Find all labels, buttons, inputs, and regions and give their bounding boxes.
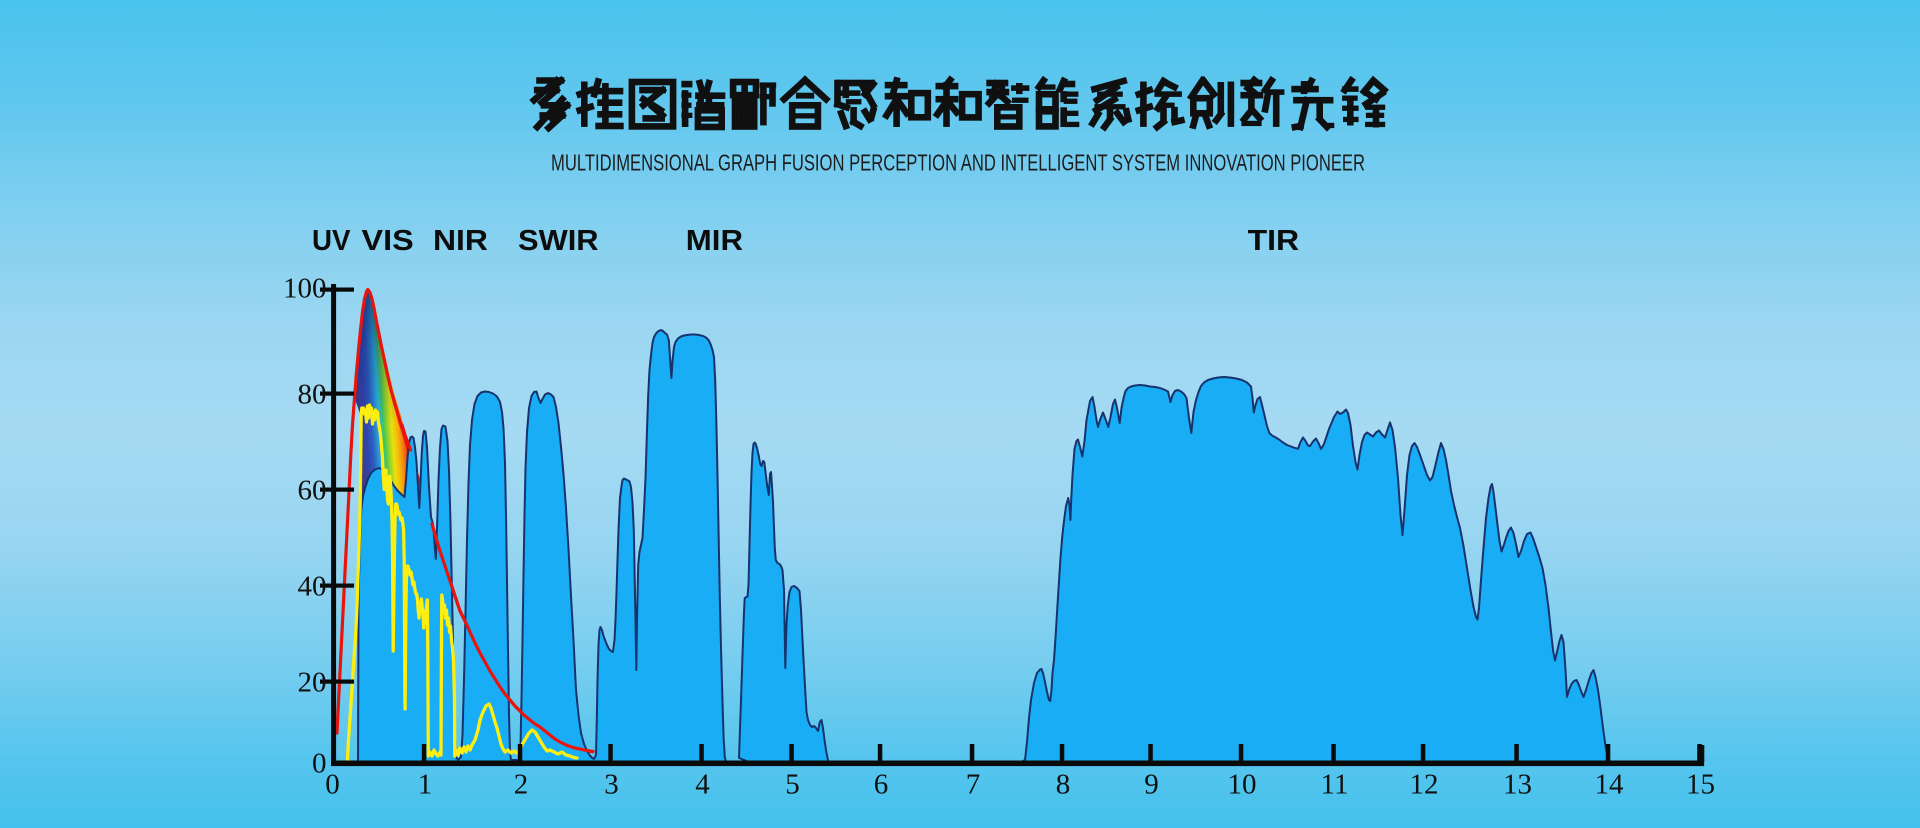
svg-text:20: 20 [298,667,327,699]
svg-text:40: 40 [298,571,327,603]
svg-text:9: 9 [1144,769,1159,801]
svg-text:11: 11 [1321,769,1349,801]
svg-text:NIR: NIR [433,225,488,257]
svg-text:100: 100 [283,273,327,305]
svg-text:80: 80 [298,379,327,411]
svg-text:8: 8 [1056,769,1071,801]
svg-text:0: 0 [312,748,327,780]
svg-text:0: 0 [325,769,340,801]
svg-text:14: 14 [1595,769,1625,801]
svg-text:6: 6 [874,769,889,801]
svg-text:UV: UV [312,225,351,257]
svg-text:13: 13 [1503,769,1532,801]
svg-text:10: 10 [1228,769,1257,801]
svg-text:60: 60 [298,475,327,507]
svg-text:2: 2 [514,769,529,801]
svg-text:MIR: MIR [686,225,743,257]
svg-text:TIR: TIR [1248,225,1300,257]
svg-text:1: 1 [418,769,433,801]
svg-text:3: 3 [604,769,619,801]
svg-text:SWIR: SWIR [518,225,599,257]
svg-text:VIS: VIS [362,225,414,257]
svg-text:5: 5 [785,769,800,801]
svg-text:15: 15 [1686,769,1715,801]
svg-text:MULTIDIMENSIONAL GRAPH FUSION: MULTIDIMENSIONAL GRAPH FUSION PERCEPTION… [551,150,1365,176]
svg-text:4: 4 [695,769,710,801]
svg-text:12: 12 [1410,769,1439,801]
svg-text:7: 7 [966,769,981,801]
